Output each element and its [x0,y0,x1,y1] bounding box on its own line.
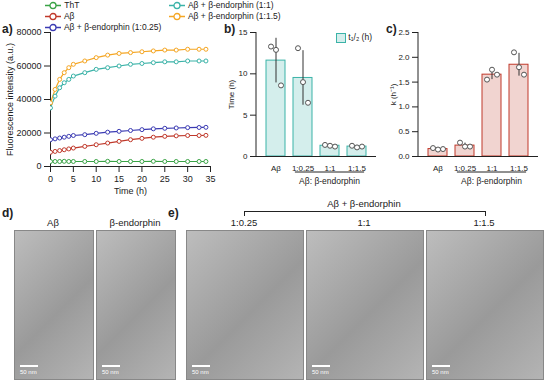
svg-text:0: 0 [36,161,41,171]
svg-text:40000: 40000 [16,94,41,104]
svg-text:15: 15 [239,28,248,37]
svg-text:Time (h): Time (h) [114,186,147,196]
svg-text:0: 0 [243,152,248,161]
svg-text:Aβ: β-endorphin: Aβ: β-endorphin [299,176,360,186]
svg-text:10: 10 [239,69,248,78]
html-text:1:0.25: 1:0.25 [230,217,258,228]
svg-text:1:1: 1:1 [324,164,336,174]
html-text:50 nm: 50 nm [312,369,329,375]
svg-text:Aβ: Aβ [271,164,281,173]
html-text:50 nm: 50 nm [102,369,119,375]
html-text:d): d) [2,206,14,220]
svg-text:5: 5 [71,174,76,184]
svg-text:1:1: 1:1 [486,164,498,174]
svg-text:1.0: 1.0 [398,102,410,111]
html-text:b): b) [224,22,236,36]
svg-text:1.5: 1.5 [398,78,410,87]
html-text:50 nm: 50 nm [432,369,449,375]
svg-text:k (h⁻¹): k (h⁻¹) [389,83,398,105]
svg-text:Fluorescence intensity (a.u.): Fluorescence intensity (a.u.) [5,43,15,156]
svg-text:Time (h): Time (h) [227,79,236,109]
html-text:Aβ: Aβ [47,217,59,228]
svg-text:35: 35 [205,174,215,184]
html-text:Aβ + β-endorphin (1:0.25): Aβ + β-endorphin (1:0.25) [62,22,162,32]
svg-text:60000: 60000 [16,61,41,71]
svg-text:25: 25 [160,174,170,184]
html-text:c): c) [386,22,397,36]
svg-text:80000: 80000 [16,27,41,37]
svg-text:1:1.5: 1:1.5 [510,164,528,174]
svg-text:1:1.5: 1:1.5 [348,164,366,174]
html-text:Aβ: Aβ [62,11,75,21]
svg-text:Aβ: β-endorphin: Aβ: β-endorphin [461,176,522,186]
html-text:β-endorphin: β-endorphin [109,217,161,228]
html-text:a): a) [2,22,13,36]
html-text:Aβ + β-endorphin: Aβ + β-endorphin [327,198,401,209]
svg-text:1:0.25: 1:0.25 [291,164,315,174]
svg-text:10: 10 [91,174,101,184]
html-text:t₁/₂ (h): t₁/₂ (h) [346,32,372,42]
html-text:50 nm: 50 nm [20,369,37,375]
svg-text:0: 0 [48,174,53,184]
svg-text:20: 20 [137,174,147,184]
svg-text:20000: 20000 [16,128,41,138]
html-text:1:1.5: 1:1.5 [473,217,495,228]
svg-text:0.5: 0.5 [398,127,410,136]
html-text:e): e) [168,206,179,220]
svg-text:30: 30 [183,174,193,184]
html-text:50 nm: 50 nm [192,369,209,375]
svg-text:2.5: 2.5 [398,28,410,37]
svg-text:15: 15 [114,174,124,184]
html-text:Aβ + β-endorphin (1:1): Aβ + β-endorphin (1:1) [186,0,274,10]
svg-text:5: 5 [243,111,248,120]
svg-text:Aβ: Aβ [433,164,443,173]
html-text:ThT: ThT [62,0,80,10]
html-text:Aβ + β-endorphin (1:1.5): Aβ + β-endorphin (1:1.5) [186,11,281,21]
svg-text:0.0: 0.0 [398,152,410,161]
svg-text:1:0.25: 1:0.25 [453,164,477,174]
svg-text:2.0: 2.0 [398,53,410,62]
html-text:1:1: 1:1 [357,217,371,228]
